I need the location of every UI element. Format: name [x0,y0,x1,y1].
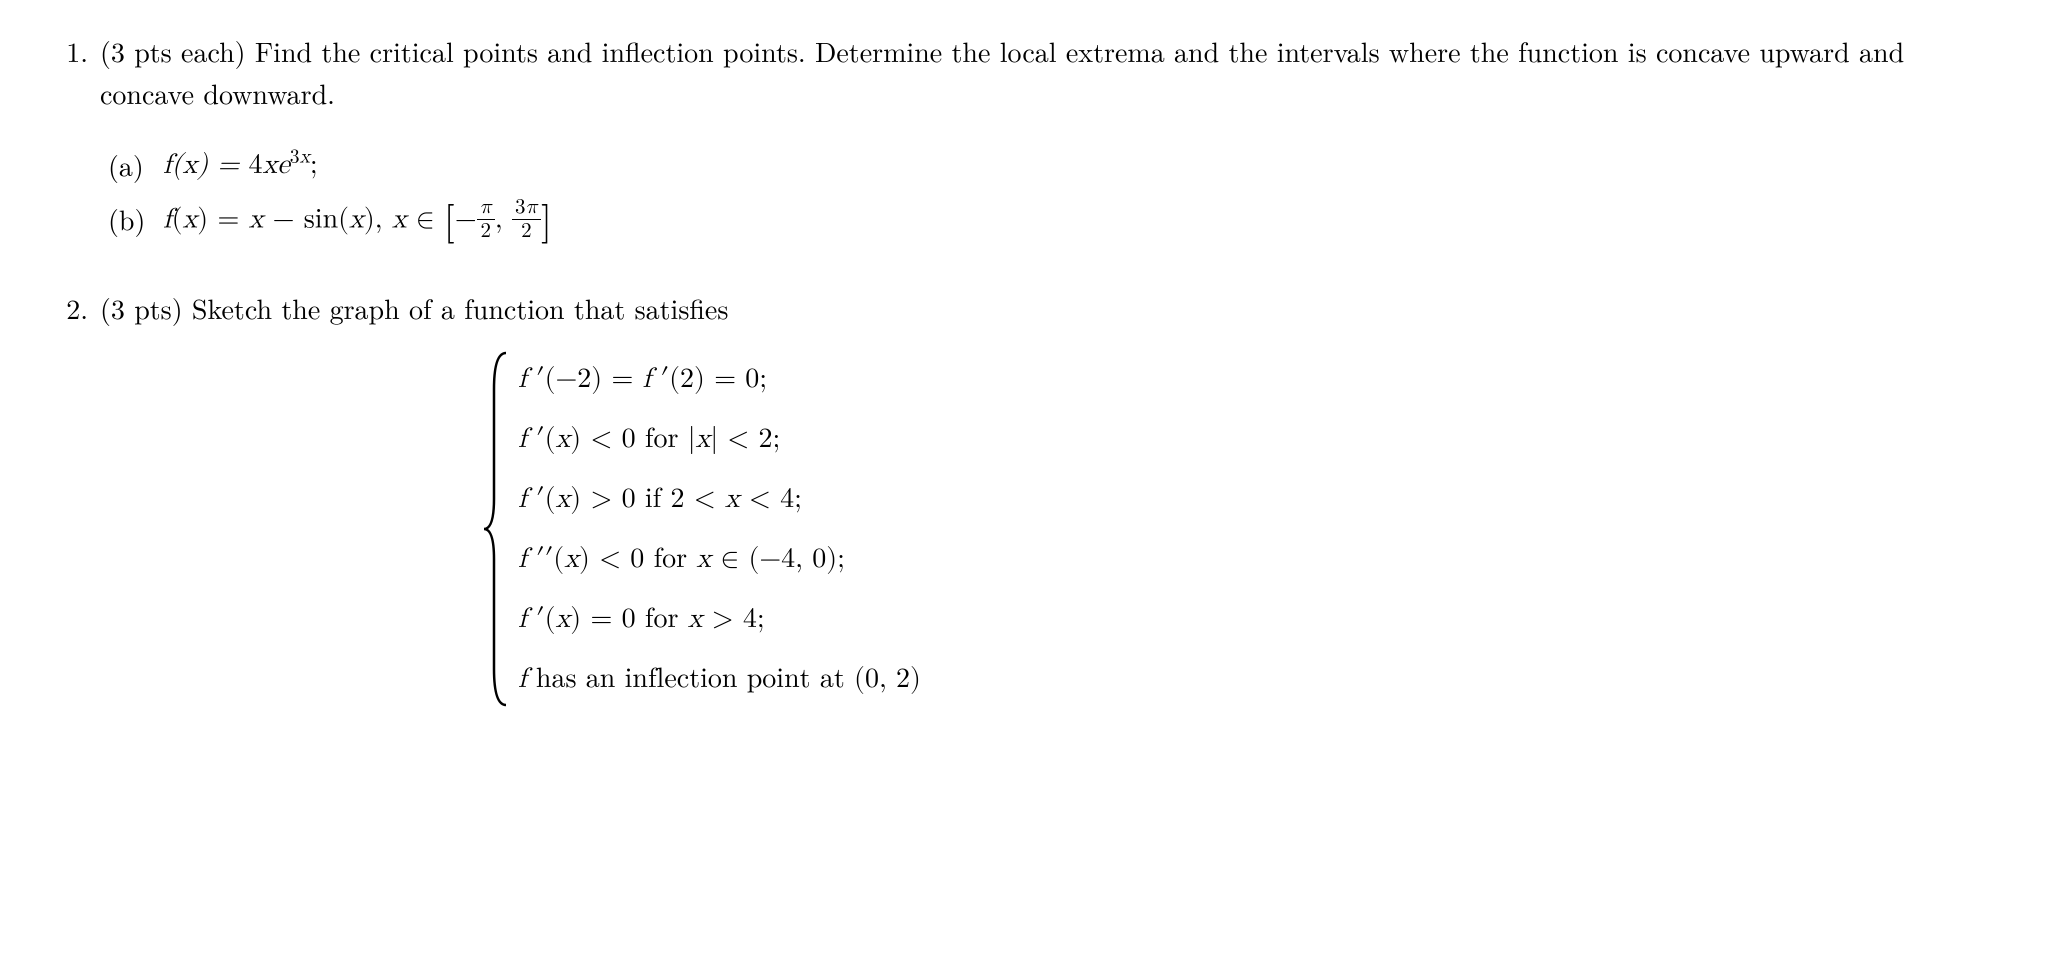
part-a-expression: f(x) = 4xe3x; [163,144,318,186]
problem-2-body: (3 pts) Sketch the graph of a function t… [100,287,1996,709]
l5-eq: (x) = 0 [545,605,645,633]
l2-prime: ′ [536,425,545,453]
part-b-arg: (x), x ∈ [338,206,444,234]
problem-1-number: 1. [50,30,100,257]
part-a-var: x [263,151,278,179]
part-a-exp-3: 3 [290,147,300,167]
l2-ineq: (x) < 0 [545,425,645,453]
part-b-label: (b) [108,198,163,245]
part-a: (a) f(x) = 4xe3x; [108,144,1996,186]
part-b-frac1: π2 [477,196,495,243]
l5-for: for [645,605,688,633]
l3-ineq: (x) > 0 [545,485,645,513]
part-a-coef: 4 [249,151,263,179]
l4-for: for [654,545,697,573]
part-b-frac1-den: 2 [477,220,495,243]
l4-ineq: (x) < 0 [553,545,653,573]
l1-eq1: (−2) = [545,365,643,393]
problem-2: 2. (3 pts) Sketch the graph of a functio… [50,287,1996,709]
left-brace-icon [480,349,510,709]
l1-prime1: ′ [536,365,545,393]
l2-for: for [645,425,688,453]
part-b-comma: , [495,206,512,234]
l4-cond: x ∈ (−4, 0); [696,545,845,573]
system-line-4: f ′′(x) < 0 for x ∈ (−4, 0); [518,530,921,588]
l4-prime: ′′ [536,545,553,573]
l5-prime: ′ [536,605,545,633]
part-a-end: ; [310,151,318,179]
l5-f: f [518,605,536,633]
l6-text: has an inflection point at [536,665,854,693]
part-b-frac2: 3π2 [512,196,541,243]
l5-cond: x > 4; [688,605,765,633]
part-b-lhs: f(x) = x − [163,206,304,234]
l3-if: if [645,485,671,513]
system-brace: f ′(−2) = f ′(2) = 0; f ′(x) < 0 for |x|… [480,349,1996,709]
l1-prime2: ′ [660,365,669,393]
l1-f1: f [518,365,536,393]
problem-1: 1. (3 pts each) Find the critical points… [50,30,1996,257]
part-b-frac2-num: 3π [512,196,541,220]
part-b-lbracket: [ [444,202,455,242]
problem-1-parts: (a) f(x) = 4xe3x; (b) f(x) = x − sin(x),… [100,144,1996,245]
part-b-frac2-den: 2 [512,220,541,243]
part-a-lhs: f(x) = [163,151,249,179]
l3-prime: ′ [536,485,545,513]
l1-eq2: (2) = 0; [669,365,767,393]
l6-f: f [518,665,536,693]
part-a-label: (a) [108,144,163,186]
part-b-neg: − [455,206,477,234]
l4-f: f [518,545,536,573]
problem-2-text: (3 pts) Sketch the graph of a function t… [100,287,1996,329]
system-line-1: f ′(−2) = f ′(2) = 0; [518,350,921,408]
problem-1-text: (3 pts each) Find the critical points an… [100,30,1996,114]
problem-2-number: 2. [50,287,100,709]
l3-f: f [518,485,536,513]
part-b-rbracket: ] [541,202,552,242]
l3-cond: 2 < x < 4; [671,485,802,513]
system-line-2: f ′(x) < 0 for |x| < 2; [518,410,921,468]
l1-f2: f [643,365,661,393]
system-line-6: f has an inflection point at (0, 2) [518,650,921,708]
part-b: (b) f(x) = x − sin(x), x ∈ [−π2, 3π2] [108,198,1996,245]
problem-1-body: (3 pts each) Find the critical points an… [100,30,1996,257]
part-a-exp-x: x [300,147,310,167]
system-lines: f ′(−2) = f ′(2) = 0; f ′(x) < 0 for |x|… [510,349,921,709]
l2-cond: |x| < 2; [688,425,781,453]
system-line-5: f ′(x) = 0 for x > 4; [518,590,921,648]
system-line-3: f ′(x) > 0 if 2 < x < 4; [518,470,921,528]
part-b-frac1-num: π [477,196,495,220]
part-a-base: e [277,151,289,179]
l2-f: f [518,425,536,453]
l6-point: (0, 2) [854,665,921,693]
part-b-expression: f(x) = x − sin(x), x ∈ [−π2, 3π2] [163,198,552,245]
part-b-sin: sin [304,206,338,234]
